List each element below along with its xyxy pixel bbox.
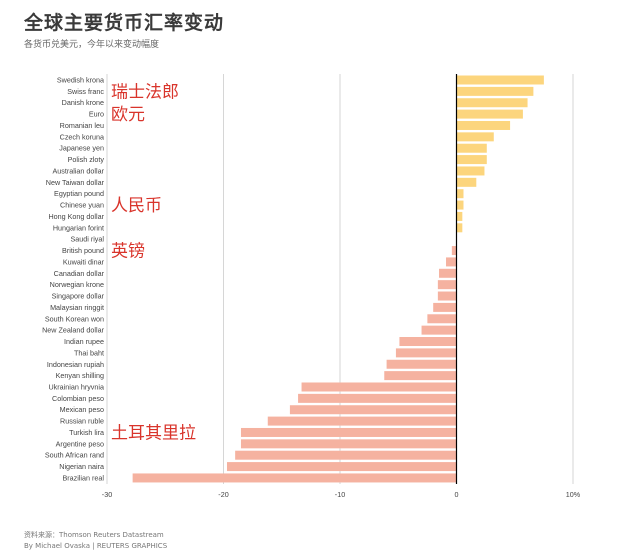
category-label: Thai baht (74, 348, 104, 357)
bar (456, 211, 463, 221)
category-label: Norwegian krone (50, 280, 104, 289)
bar (421, 325, 457, 335)
bar (446, 257, 457, 267)
bar (456, 143, 487, 153)
bar (437, 291, 457, 301)
category-label: Egyptian pound (54, 189, 104, 198)
x-tick-label: -20 (218, 490, 228, 499)
bar (235, 450, 457, 460)
bar (456, 177, 477, 187)
annotation-label: 欧元 (111, 105, 145, 125)
category-label: South African rand (45, 451, 104, 460)
bar (399, 337, 457, 347)
bar (456, 109, 523, 119)
bar (456, 155, 487, 165)
bar (456, 166, 485, 176)
category-label: Russian ruble (60, 417, 104, 426)
category-label: Romanian leu (60, 121, 104, 130)
bar (456, 75, 544, 85)
category-label: Mexican peso (60, 405, 104, 414)
x-tick-label: 0 (455, 490, 459, 499)
bar (395, 348, 457, 358)
bar (301, 382, 457, 392)
category-label: Chinese yuan (60, 201, 104, 210)
bar (433, 302, 457, 312)
source-note: 资料来源：Thomson Reuters Datastream (24, 531, 164, 539)
category-label: Australian dollar (52, 166, 104, 175)
bar (451, 246, 457, 256)
category-label: Hungarian forint (53, 223, 104, 232)
category-label: British pound (62, 246, 104, 255)
bar (437, 280, 457, 290)
bar (456, 223, 463, 233)
category-label: New Taiwan dollar (46, 178, 105, 187)
category-label: Kenyan shilling (56, 371, 104, 380)
bar (456, 132, 494, 142)
bar (456, 189, 464, 199)
category-label: Canadian dollar (54, 269, 105, 278)
annotation-label: 瑞士法郎 (111, 82, 179, 102)
bar (427, 314, 457, 324)
category-label: Nigerian naira (59, 462, 104, 471)
bar (267, 416, 457, 426)
bar (289, 405, 457, 415)
currency-bar-chart: Swedish krona Swiss franc Danish krone Euro… (42, 74, 581, 499)
bar (456, 86, 534, 96)
category-label: Czech koruna (60, 132, 104, 141)
bar (226, 462, 457, 472)
category-label: Turkish lira (69, 428, 104, 437)
chart-title: 全球主要货币汇率变动 (24, 12, 225, 34)
bar (384, 371, 457, 381)
category-label: Ukrainian hryvnia (48, 382, 104, 391)
bar (456, 120, 511, 130)
annotation-label: 人民币 (111, 196, 162, 216)
category-label: New Zealand dollar (42, 326, 105, 335)
category-label: Hong Kong dollar (48, 212, 104, 221)
category-label: Indian rupee (64, 337, 104, 346)
category-label: Colombian peso (52, 394, 104, 403)
category-label: Danish krone (62, 98, 104, 107)
category-label: Swiss franc (67, 87, 104, 96)
bar (132, 473, 457, 483)
x-tick-label: 10% (566, 490, 581, 499)
category-label: Brazilian real (62, 473, 104, 482)
credit-note: By Michael Ovaska | REUTERS GRAPHICS (24, 542, 168, 550)
x-tick-label: -30 (102, 490, 112, 499)
x-tick-label: -10 (335, 490, 345, 499)
category-label: Argentine peso (56, 439, 104, 448)
category-label: Saudi riyal (70, 235, 104, 244)
category-label: Malaysian ringgit (50, 303, 104, 312)
category-label: Indonesian rupiah (47, 360, 104, 369)
annotation-label: 土耳其里拉 (111, 423, 196, 443)
bar (240, 439, 457, 449)
chart-subtitle: 各货币兑美元，今年以来变动幅度 (24, 40, 160, 50)
bar (456, 200, 464, 210)
bar (386, 359, 457, 369)
bar (240, 427, 457, 437)
category-label: Japanese yen (59, 144, 104, 153)
category-label: Singapore dollar (52, 292, 105, 301)
annotation-label: 英镑 (111, 242, 145, 262)
bar (298, 393, 457, 403)
bar (439, 268, 457, 278)
category-label: South Korean won (45, 314, 104, 323)
category-label: Swedish krona (57, 76, 104, 85)
category-label: Kuwaiti dinar (63, 257, 105, 266)
category-label: Euro (89, 110, 104, 119)
bar (456, 98, 528, 108)
category-label: Polish zloty (68, 155, 105, 164)
